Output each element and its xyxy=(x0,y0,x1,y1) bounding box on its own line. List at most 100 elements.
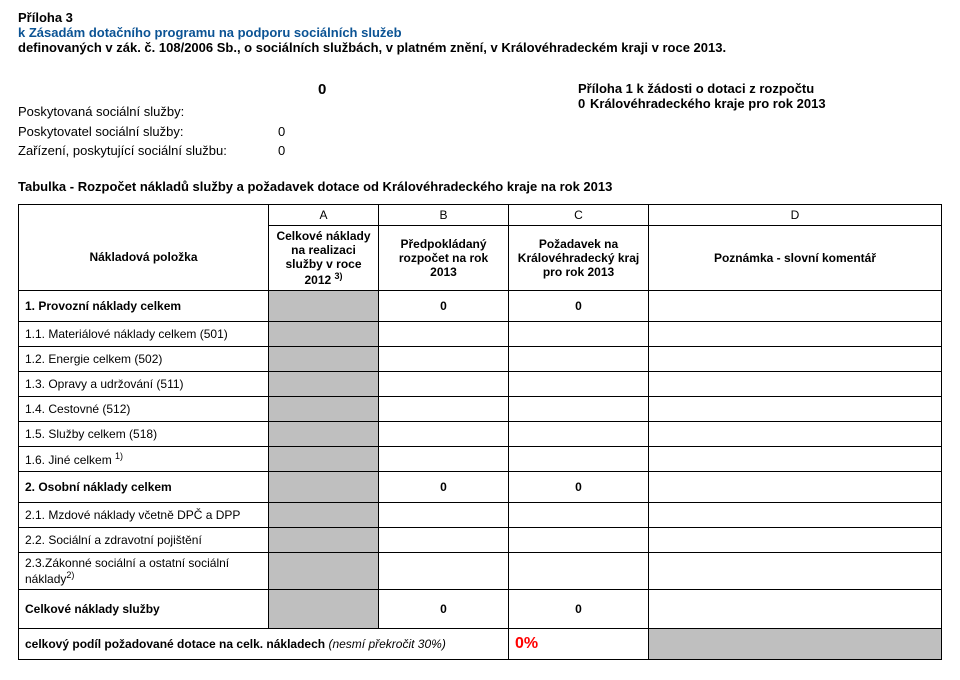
cell-b xyxy=(379,371,509,396)
cell-a xyxy=(269,396,379,421)
cell-d xyxy=(649,628,942,659)
row-1-4: 1.4. Cestovné (512) xyxy=(19,396,942,421)
cell-b: 0 xyxy=(379,589,509,628)
attachment-number: Příloha 3 xyxy=(18,10,942,25)
meta-row-provider: Poskytovatel sociální služby: 0 xyxy=(18,122,578,142)
cell-a xyxy=(269,346,379,371)
cell-pct-label: celkový podíl požadované dotace na celk.… xyxy=(19,628,509,659)
row-2-3: 2.3.Zákonné sociální a ostatní sociální … xyxy=(19,552,942,589)
cell-b xyxy=(379,446,509,471)
cell-c xyxy=(509,527,649,552)
cell-b xyxy=(379,321,509,346)
cell-a xyxy=(269,371,379,396)
head-d: Poznámka - slovní komentář xyxy=(649,225,942,290)
cell-pct-value: 0% xyxy=(509,628,649,659)
program-title: k Zásadám dotačního programu na podporu … xyxy=(18,25,942,40)
head-b: Předpokládaný rozpočet na rok 2013 xyxy=(379,225,509,290)
head-a: Celkové náklady na realizaci služby v ro… xyxy=(269,225,379,290)
row-section-1: 1. Provozní náklady celkem 0 0 xyxy=(19,290,942,321)
cell-a xyxy=(269,552,379,589)
meta-left: 0 Poskytovaná sociální služby: Poskytova… xyxy=(18,81,578,161)
cell-d xyxy=(649,589,942,628)
cell-label: 2.2. Sociální a zdravotní pojištění xyxy=(19,527,269,552)
head-c: Požadavek na Královéhradecký kraj pro ro… xyxy=(509,225,649,290)
cell-c: 0 xyxy=(509,290,649,321)
cell-label: 2.3.Zákonné sociální a ostatní sociální … xyxy=(19,552,269,589)
row-1-3: 1.3. Opravy a udržování (511) xyxy=(19,371,942,396)
cell-c xyxy=(509,346,649,371)
cell-a xyxy=(269,321,379,346)
value: 0 xyxy=(278,122,338,142)
cell-d xyxy=(649,471,942,502)
value xyxy=(278,102,338,122)
cell-a xyxy=(269,421,379,446)
label: Poskytovatel sociální služby: xyxy=(18,122,278,142)
cell-b xyxy=(379,421,509,446)
cell-c xyxy=(509,371,649,396)
table-head-row: Nákladová položka Celkové náklady na rea… xyxy=(19,225,942,290)
cell-a xyxy=(269,527,379,552)
meta-block: 0 Poskytovaná sociální služby: Poskytova… xyxy=(18,81,942,161)
cell-a xyxy=(269,290,379,321)
table-title: Tabulka - Rozpočet nákladů služby a poža… xyxy=(18,179,942,194)
col-letter-b: B xyxy=(379,204,509,225)
label: Poskytovaná sociální služby: xyxy=(18,102,278,122)
cell-b xyxy=(379,396,509,421)
row-2-1: 2.1. Mzdové náklady včetně DPČ a DPP xyxy=(19,502,942,527)
cell-label: 2.1. Mzdové náklady včetně DPČ a DPP xyxy=(19,502,269,527)
meta-right: Příloha 1 k žádosti o dotaci z rozpočtu … xyxy=(578,81,942,161)
row-2-2: 2.2. Sociální a zdravotní pojištění xyxy=(19,527,942,552)
cell-label: 1.3. Opravy a udržování (511) xyxy=(19,371,269,396)
cell-a xyxy=(269,502,379,527)
col-letter-c: C xyxy=(509,204,649,225)
cell-b xyxy=(379,502,509,527)
value: 0 xyxy=(278,141,338,161)
cell-d xyxy=(649,502,942,527)
label: Zařízení, poskytující sociální službu: xyxy=(18,141,278,161)
meta-right-line2: 0 Královéhradeckého kraje pro rok 2013 xyxy=(578,96,942,111)
cell-c: 0 xyxy=(509,471,649,502)
cell-label: 2. Osobní náklady celkem xyxy=(19,471,269,502)
col-letter-d: D xyxy=(649,204,942,225)
row-percentage: celkový podíl požadované dotace na celk.… xyxy=(19,628,942,659)
cell-label: 1.1. Materiálové náklady celkem (501) xyxy=(19,321,269,346)
cell-c xyxy=(509,396,649,421)
cell-c xyxy=(509,552,649,589)
cell-c xyxy=(509,321,649,346)
cell-b: 0 xyxy=(379,290,509,321)
cell-label: 1.4. Cestovné (512) xyxy=(19,396,269,421)
col-letter-a: A xyxy=(269,204,379,225)
row-section-2: 2. Osobní náklady celkem 0 0 xyxy=(19,471,942,502)
cell-d xyxy=(649,290,942,321)
meta-right-zero: 0 xyxy=(578,96,590,111)
cell-c xyxy=(509,421,649,446)
cell-label: 1.6. Jiné celkem 1) xyxy=(19,446,269,471)
row-total: Celkové náklady služby 0 0 xyxy=(19,589,942,628)
cell-label: 1. Provozní náklady celkem xyxy=(19,290,269,321)
cell-d xyxy=(649,371,942,396)
cell-d xyxy=(649,321,942,346)
cell-b: 0 xyxy=(379,471,509,502)
cell-c: 0 xyxy=(509,589,649,628)
cell-label: 1.5. Služby celkem (518) xyxy=(19,421,269,446)
cell-a xyxy=(269,589,379,628)
cell-b xyxy=(379,346,509,371)
cell-d xyxy=(649,446,942,471)
table-abcd-row: A B C D xyxy=(19,204,942,225)
head-label: Nákladová položka xyxy=(19,225,269,290)
program-subtitle: definovaných v zák. č. 108/2006 Sb., o s… xyxy=(18,40,942,55)
row-1-2: 1.2. Energie celkem (502) xyxy=(19,346,942,371)
meta-right-text: Královéhradeckého kraje pro rok 2013 xyxy=(590,96,942,111)
meta-right-line1: Příloha 1 k žádosti o dotaci z rozpočtu xyxy=(578,81,942,96)
row-1-5: 1.5. Služby celkem (518) xyxy=(19,421,942,446)
cell-d xyxy=(649,552,942,589)
row-1-1: 1.1. Materiálové náklady celkem (501) xyxy=(19,321,942,346)
cell-d xyxy=(649,396,942,421)
cell-a xyxy=(269,446,379,471)
cell-d xyxy=(649,527,942,552)
cell-label: 1.2. Energie celkem (502) xyxy=(19,346,269,371)
meta-big-zero: 0 xyxy=(18,81,578,98)
meta-row-facility: Zařízení, poskytující sociální službu: 0 xyxy=(18,141,578,161)
cell-a xyxy=(269,471,379,502)
cell-b xyxy=(379,552,509,589)
